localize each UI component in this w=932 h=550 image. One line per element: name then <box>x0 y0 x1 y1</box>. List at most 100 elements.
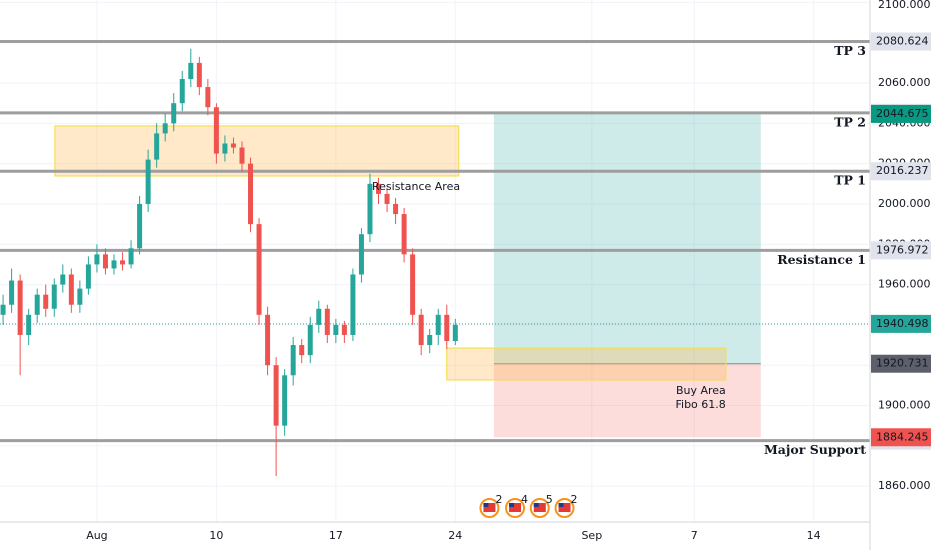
candle-body <box>282 375 288 426</box>
candle-body <box>452 324 458 342</box>
candle-body <box>60 274 66 285</box>
level-label: TP 1 <box>834 173 866 188</box>
candle-body <box>26 314 32 335</box>
candle-body <box>34 294 40 315</box>
event-flag <box>483 503 496 512</box>
x-tick-label: 24 <box>448 529 462 542</box>
event-count: 2 <box>571 493 578 506</box>
candle-body <box>239 147 245 164</box>
price-marker-text: 2044.675 <box>876 107 929 120</box>
candle-body <box>248 163 254 225</box>
price-axis <box>870 0 932 550</box>
candle-body <box>111 260 117 269</box>
candle-body <box>188 62 194 80</box>
level-price-text: 2016.237 <box>876 164 929 177</box>
candle-body <box>384 193 390 204</box>
candle-body <box>128 248 134 265</box>
level-label: Major Support <box>764 442 866 457</box>
candle-body <box>145 159 151 204</box>
level-label: Resistance 1 <box>777 252 866 267</box>
zone-label: Resistance Area <box>372 180 460 193</box>
candle-body <box>85 264 91 289</box>
candle-body <box>196 62 202 88</box>
x-tick-label: 14 <box>807 529 821 542</box>
price-marker-text: 1884.245 <box>876 430 929 443</box>
candle-body <box>393 203 399 215</box>
candle-body <box>307 324 313 356</box>
event-flag <box>533 503 539 507</box>
candle-body <box>171 103 177 124</box>
price-marker <box>871 354 931 373</box>
x-tick-label: 17 <box>329 529 343 542</box>
candle-body <box>205 87 211 108</box>
stop-zone <box>493 363 761 438</box>
candle-body <box>222 143 228 154</box>
candle-body <box>213 107 219 154</box>
candle-body <box>427 334 433 346</box>
candle-body <box>256 224 262 315</box>
level-price <box>871 32 931 51</box>
level-label: TP 2 <box>834 114 866 129</box>
event-flag <box>558 503 564 507</box>
candle-body <box>51 284 57 309</box>
event-count: 5 <box>546 493 553 506</box>
event-flag <box>533 503 546 512</box>
candle-body <box>17 280 23 335</box>
candle-body <box>316 308 322 325</box>
x-tick-label: 7 <box>691 529 698 542</box>
target-zone <box>493 112 761 364</box>
level-price <box>871 241 931 260</box>
event-flag <box>509 503 515 507</box>
candle-body <box>341 324 347 335</box>
level-price <box>871 162 931 181</box>
candle-body <box>299 345 305 356</box>
price-marker-text: 1920.731 <box>876 357 929 370</box>
candle-body <box>333 324 339 335</box>
candle-body <box>230 143 236 148</box>
event-flag <box>483 503 489 507</box>
candle-body <box>0 304 6 315</box>
candle-body <box>179 79 185 104</box>
y-tick-label: 2100.000 <box>878 0 931 11</box>
candle-body <box>137 203 143 249</box>
candle-body <box>273 365 279 426</box>
level-label: TP 3 <box>834 43 866 58</box>
y-tick-label: 1900.000 <box>878 399 931 412</box>
candle-body <box>102 254 108 269</box>
zone <box>54 125 460 177</box>
x-tick-label: Aug <box>86 529 107 542</box>
level-price-text: 2080.624 <box>876 34 929 47</box>
price-marker <box>871 428 931 447</box>
candle-body <box>376 183 382 194</box>
y-tick-label: 2060.000 <box>878 76 931 89</box>
event-flag <box>558 503 571 512</box>
candle-body <box>162 123 168 134</box>
zone <box>446 347 727 381</box>
event-count: 2 <box>495 493 502 506</box>
candle-body <box>154 133 160 160</box>
candle-body <box>265 314 271 366</box>
x-tick-label: Sep <box>581 529 602 542</box>
candle-body <box>418 314 424 346</box>
candle-body <box>350 274 356 335</box>
candle-body <box>94 254 100 265</box>
zone-label: Buy Area <box>676 384 726 397</box>
candle-body <box>120 260 126 265</box>
candle-body <box>290 345 296 376</box>
candle-body <box>367 183 373 235</box>
event-flag <box>509 503 522 512</box>
candle-body <box>77 288 83 305</box>
price-marker <box>871 104 931 123</box>
zone-label: Fibo 61.8 <box>675 398 725 411</box>
level-price-text: 1976.972 <box>876 243 929 256</box>
y-tick-label: 2000.000 <box>878 197 931 210</box>
candle-body <box>9 280 15 305</box>
price-marker-text: 1940.498 <box>876 317 929 330</box>
candle-body <box>68 274 74 305</box>
candle-body <box>444 314 450 342</box>
x-tick-label: 10 <box>209 529 223 542</box>
y-tick-label: 1860.000 <box>878 479 931 492</box>
candle-body <box>401 214 407 255</box>
